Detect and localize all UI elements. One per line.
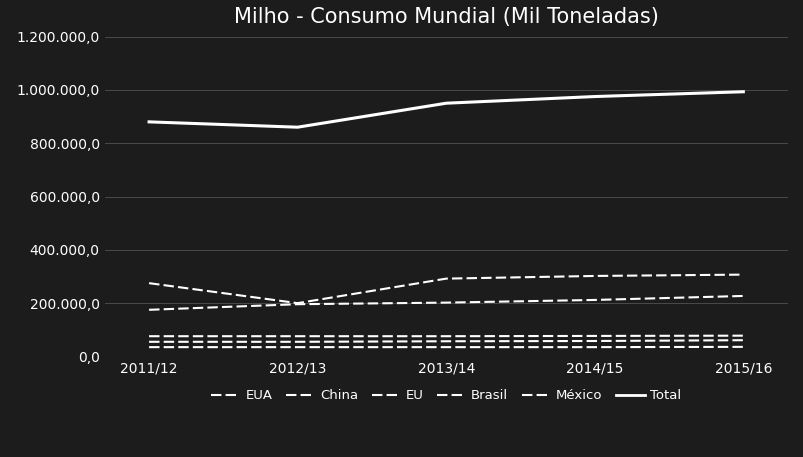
EUA — [144, 307, 153, 313]
China — [441, 276, 450, 282]
Line: EU: EU — [149, 335, 743, 336]
EUA — [441, 300, 450, 305]
China — [589, 273, 599, 279]
Brasil — [589, 338, 599, 344]
EU — [292, 334, 302, 339]
EUA — [589, 297, 599, 303]
Brasil — [738, 337, 748, 343]
EU — [441, 334, 450, 339]
Line: Brasil: Brasil — [149, 340, 743, 342]
China — [738, 272, 748, 277]
Total — [589, 94, 599, 99]
Line: EUA: EUA — [149, 296, 743, 310]
EU — [144, 334, 153, 339]
EU — [589, 333, 599, 339]
Brasil — [441, 339, 450, 344]
EUA — [738, 293, 748, 299]
Brasil — [292, 339, 302, 345]
Mexico — [589, 345, 599, 350]
Brasil — [144, 339, 153, 345]
Mexico — [738, 344, 748, 350]
Line: Total: Total — [149, 92, 743, 127]
China — [144, 281, 153, 286]
Legend: EUA, China, EU, Brasil, México, Total: EUA, China, EU, Brasil, México, Total — [206, 384, 686, 408]
Total — [441, 101, 450, 106]
Title: Milho - Consumo Mundial (Mil Toneladas): Milho - Consumo Mundial (Mil Toneladas) — [234, 7, 658, 27]
Mexico — [292, 345, 302, 350]
Total — [144, 119, 153, 125]
Total — [738, 89, 748, 95]
Mexico — [144, 345, 153, 350]
China — [292, 300, 302, 306]
EU — [738, 333, 748, 338]
EUA — [292, 302, 302, 307]
Line: China: China — [149, 275, 743, 303]
Mexico — [441, 345, 450, 350]
Total — [292, 124, 302, 130]
